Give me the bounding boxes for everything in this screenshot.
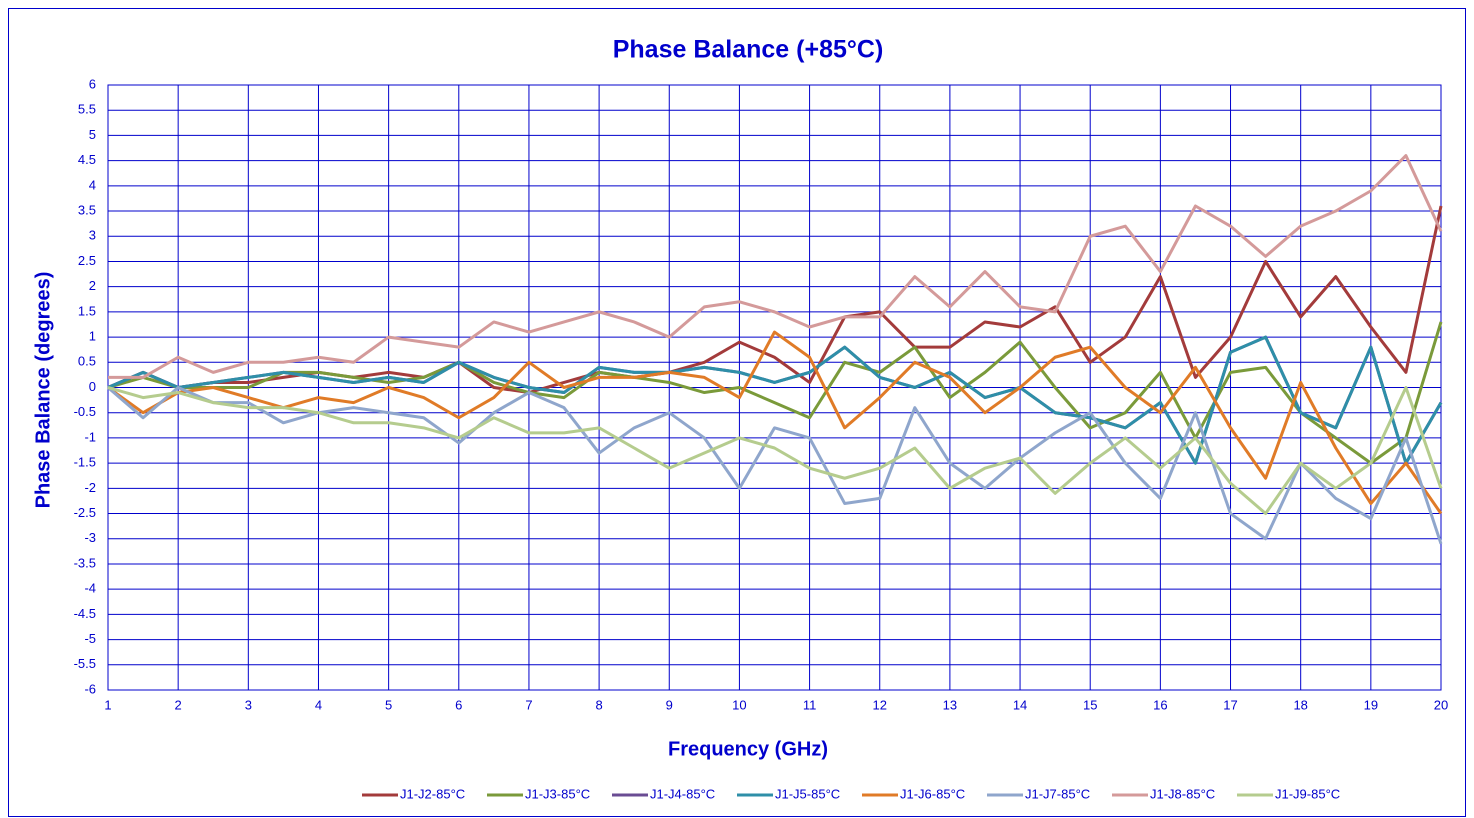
y-tick-label: -2 — [84, 480, 96, 495]
y-tick-label: -4 — [84, 581, 96, 596]
y-tick-label: 5.5 — [78, 102, 96, 117]
legend-label: J1-J9-85°C — [1275, 786, 1340, 801]
y-tick-label: 2.5 — [78, 253, 96, 268]
x-axis-label: Frequency (GHz) — [668, 738, 828, 760]
x-tick-label: 20 — [1434, 697, 1448, 712]
y-tick-label: -3.5 — [74, 555, 96, 570]
y-tick-label: 6 — [89, 76, 96, 91]
x-tick-label: 1 — [104, 697, 111, 712]
series-line — [107, 335, 1443, 465]
series-line — [107, 386, 1443, 516]
series-line — [107, 386, 1443, 545]
x-tick-label: 3 — [245, 697, 252, 712]
x-tick-label: 7 — [525, 697, 532, 712]
x-tick-label: 4 — [315, 697, 322, 712]
y-tick-label: 3 — [89, 228, 96, 243]
y-tick-label: -4.5 — [74, 606, 96, 621]
y-tick-label: -5.5 — [74, 656, 96, 671]
x-tick-label: 15 — [1083, 697, 1097, 712]
y-tick-label: -0.5 — [74, 404, 96, 419]
x-tick-label: 10 — [732, 697, 746, 712]
y-tick-label: -6 — [84, 681, 96, 696]
y-tick-label: 2 — [89, 278, 96, 293]
x-tick-label: 9 — [666, 697, 673, 712]
y-tick-label: -1.5 — [74, 455, 96, 470]
legend-label: J1-J8-85°C — [1150, 786, 1215, 801]
series-line — [108, 154, 1443, 379]
y-tick-label: -5 — [84, 631, 96, 646]
y-tick-label: 3.5 — [78, 202, 96, 217]
y-tick-label: 1 — [89, 329, 96, 344]
x-tick-label: 13 — [943, 697, 957, 712]
y-tick-label: 4.5 — [78, 152, 96, 167]
y-tick-label: -2.5 — [74, 505, 96, 520]
legend-label: J1-J3-85°C — [525, 786, 590, 801]
x-tick-label: 16 — [1153, 697, 1167, 712]
series-line — [107, 321, 1443, 465]
y-tick-label: 0.5 — [78, 354, 96, 369]
x-tick-label: 6 — [455, 697, 462, 712]
chart-title: Phase Balance (+85°C) — [613, 36, 884, 64]
x-tick-label: 5 — [385, 697, 392, 712]
y-tick-label: -1 — [84, 429, 96, 444]
y-axis-label: Phase Balance (degrees) — [32, 272, 54, 509]
x-tick-label: 8 — [595, 697, 602, 712]
legend-label: J1-J2-85°C — [400, 786, 465, 801]
legend-label: J1-J5-85°C — [775, 786, 840, 801]
y-tick-label: 5 — [89, 127, 96, 142]
x-tick-label: 11 — [803, 697, 817, 712]
legend-label: J1-J4-85°C — [650, 786, 715, 801]
x-tick-label: 2 — [175, 697, 182, 712]
series-line — [107, 330, 1443, 515]
y-tick-label: 4 — [89, 177, 96, 192]
y-tick-label: -3 — [84, 530, 96, 545]
y-tick-label: 1.5 — [78, 303, 96, 318]
x-tick-label: 14 — [1013, 697, 1027, 712]
x-tick-label: 18 — [1293, 697, 1307, 712]
y-tick-label: 0 — [89, 379, 96, 394]
legend-label: J1-J7-85°C — [1025, 786, 1090, 801]
x-tick-label: 17 — [1223, 697, 1237, 712]
legend-label: J1-J6-85°C — [900, 786, 965, 801]
x-tick-label: 19 — [1364, 697, 1378, 712]
x-tick-label: 12 — [873, 697, 887, 712]
